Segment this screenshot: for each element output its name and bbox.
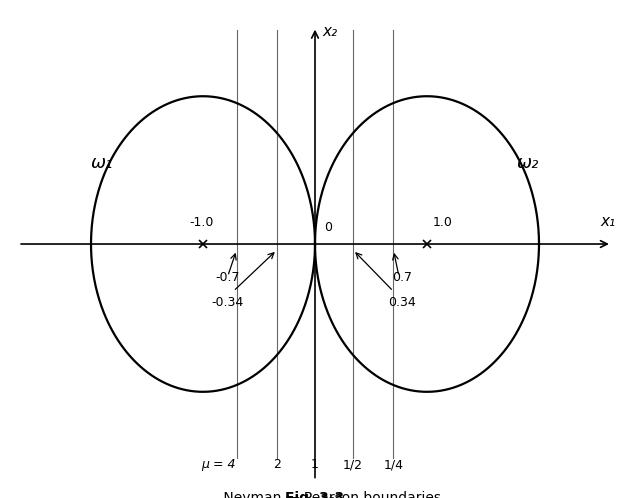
Text: -0.34: -0.34	[212, 296, 244, 309]
Text: x₁: x₁	[600, 214, 615, 229]
Text: 2: 2	[273, 458, 281, 471]
Text: -1.0: -1.0	[190, 216, 214, 229]
Text: μ = 4: μ = 4	[202, 458, 236, 471]
Text: 1.0: 1.0	[433, 216, 452, 229]
Text: 1: 1	[311, 458, 319, 471]
Text: ω₁: ω₁	[91, 154, 113, 172]
Text: -0.7: -0.7	[215, 270, 240, 284]
Text: 0.34: 0.34	[389, 296, 416, 309]
Text: x₂: x₂	[323, 24, 338, 39]
Text: 0.7: 0.7	[392, 270, 413, 284]
Text: Fig. 3-3: Fig. 3-3	[285, 491, 345, 498]
Text: 0: 0	[324, 221, 332, 234]
Text: 1/2: 1/2	[343, 458, 363, 471]
Text: Neyman — Pearson boundaries.: Neyman — Pearson boundaries.	[185, 491, 445, 498]
Text: ω₂: ω₂	[517, 154, 539, 172]
Text: 1/4: 1/4	[384, 458, 403, 471]
